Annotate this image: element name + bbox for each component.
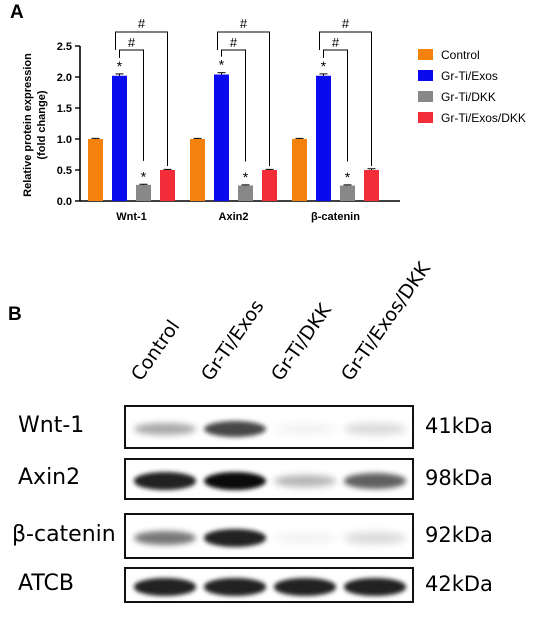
legend-label: Control: [441, 48, 480, 62]
y-tick-label: 0.0: [57, 196, 72, 208]
panel-a-label: A: [10, 2, 24, 23]
lane-label: Gr-Ti/DKK: [266, 299, 336, 385]
blot-band: [204, 421, 266, 437]
kda-label: 41kDa: [425, 414, 493, 438]
lane-label: Control: [126, 316, 185, 385]
bar: [136, 184, 151, 201]
bar: [364, 170, 379, 201]
y-tick-label: 1.5: [57, 103, 72, 115]
y-axis-label: Relative protein expression: [22, 53, 34, 197]
hash-marker: #: [342, 16, 350, 31]
protein-label: Axin2: [18, 465, 81, 490]
hash-marker: #: [230, 35, 238, 50]
legend-swatch: [418, 91, 433, 102]
comparison-bracket: [221, 49, 246, 162]
comparison-bracket: [115, 31, 168, 166]
bar: [238, 185, 253, 201]
kda-label: 98kDa: [425, 466, 493, 490]
y-tick-label: 2.5: [57, 41, 72, 53]
y-tick-label: 0.5: [57, 165, 72, 177]
legend-label: Gr-Ti/Exos: [441, 69, 498, 83]
y-tick-label: 1.0: [57, 134, 72, 146]
bar: [316, 75, 331, 201]
blot-band: [134, 530, 196, 546]
blot-band: [274, 578, 336, 596]
blot-band: [344, 473, 406, 489]
significance-star: *: [243, 169, 249, 185]
bar-chart: 0.0 0.5 1.0 1.5 2.0 2.5 Relative protein expre…: [22, 16, 526, 223]
bar: [214, 74, 229, 201]
blot-row: [124, 458, 414, 500]
bar: [88, 139, 103, 201]
blot-band: [204, 578, 266, 596]
western-blot: Control Gr-Ti/Exos Gr-Ti/DKK Gr-Ti/Exos/DKK…: [0, 245, 533, 619]
y-tick-label: 2.0: [57, 72, 72, 84]
hash-marker: #: [138, 16, 146, 31]
bar: [190, 139, 205, 201]
blot-band: [134, 578, 196, 596]
legend-label: Gr-Ti/DKK: [441, 90, 496, 104]
blot-row: [124, 567, 414, 603]
x-tick-label: β-catenin: [311, 211, 360, 223]
legend-swatch: [418, 49, 433, 60]
comparison-bracket: [119, 49, 144, 161]
blot-band: [274, 423, 336, 435]
y-axis-label: (fold change): [36, 90, 48, 159]
protein-label: Wnt-1: [18, 413, 85, 438]
legend-swatch: [418, 70, 433, 81]
blot-row: [124, 513, 414, 559]
comparison-bracket: [323, 49, 348, 162]
blot-band: [134, 422, 196, 436]
panel-b-label: B: [8, 304, 22, 325]
protein-label: β-catenin: [12, 522, 116, 547]
hash-marker: #: [240, 16, 248, 31]
hash-marker: #: [128, 35, 136, 50]
blot-row: [124, 405, 414, 449]
legend-label: Gr-Ti/Exos/DKK: [441, 111, 526, 125]
lane-label: Gr-Ti/Exos: [196, 295, 269, 385]
x-tick-label: Axin2: [219, 211, 249, 223]
bar: [262, 170, 277, 201]
bar: [292, 139, 307, 201]
bar: [112, 75, 127, 201]
legend-swatch: [418, 112, 433, 123]
significance-star: *: [117, 58, 123, 74]
comparison-bracket: [319, 31, 372, 166]
blot-band: [274, 474, 336, 488]
hash-marker: #: [332, 35, 340, 50]
blot-band: [344, 578, 406, 596]
blot-band: [344, 532, 406, 544]
comparison-bracket: [217, 31, 270, 166]
significance-star: *: [219, 57, 225, 73]
blot-band: [204, 472, 266, 490]
blot-band: [344, 423, 406, 435]
kda-label: 42kDa: [425, 572, 493, 596]
lane-label: Gr-Ti/Exos/DKK: [336, 258, 435, 385]
kda-label: 92kDa: [425, 523, 493, 547]
blot-band: [274, 532, 336, 544]
protein-label: ATCB: [18, 571, 74, 596]
blot-band: [134, 472, 196, 490]
significance-star: *: [321, 58, 327, 74]
significance-star: *: [141, 168, 147, 184]
significance-star: *: [345, 169, 351, 185]
blot-band: [204, 529, 266, 547]
bar: [160, 170, 175, 201]
bar: [340, 185, 355, 201]
x-tick-label: Wnt-1: [116, 211, 147, 223]
